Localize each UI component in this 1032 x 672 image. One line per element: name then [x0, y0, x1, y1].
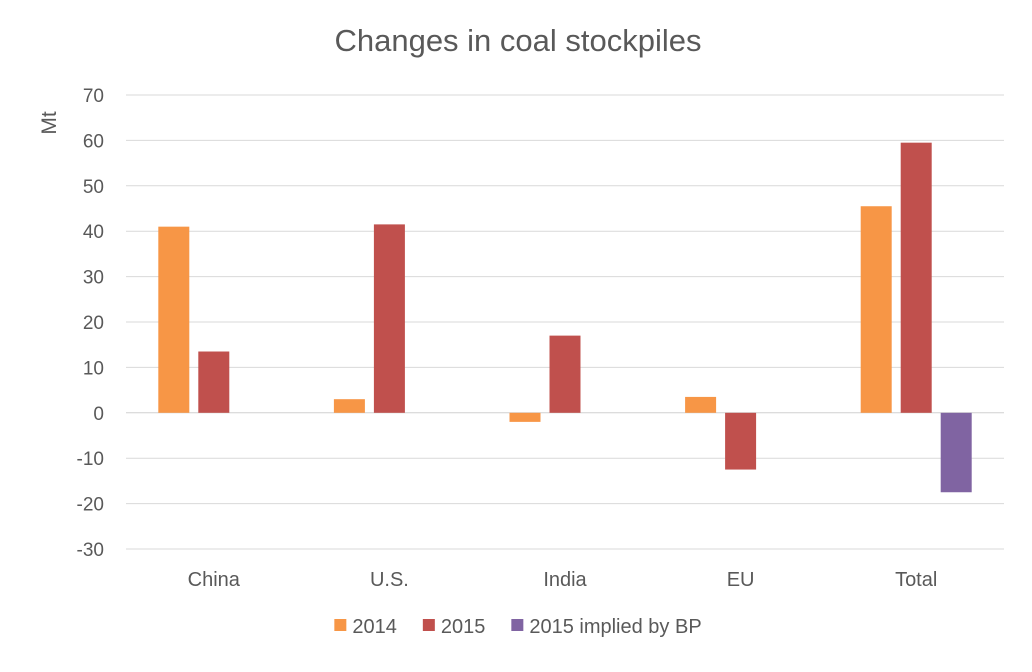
legend-label: 2014 — [352, 616, 397, 638]
y-tick-label: -10 — [77, 449, 104, 470]
bar-2014-eu — [685, 396, 717, 413]
bar-2015-eu — [725, 412, 757, 470]
y-tick-label: 50 — [83, 177, 104, 198]
y-tick-label: 10 — [83, 358, 104, 379]
legend-label: 2015 implied by BP — [529, 616, 701, 638]
y-tick-label: 0 — [93, 404, 104, 425]
x-tick-label: EU — [727, 569, 755, 591]
legend-swatch — [334, 619, 347, 631]
bar-2015-implied-by-bp-total — [940, 412, 972, 493]
bars — [158, 142, 972, 493]
legend: 2014 2015 2015 implied by BP — [334, 616, 702, 638]
legend-swatch — [422, 619, 435, 631]
bar-2015-total — [900, 142, 932, 413]
x-tick-label: India — [543, 569, 587, 591]
legend-label: 2015 — [441, 616, 486, 638]
y-tick-labels: -30 -20 -10 0 10 20 30 40 50 60 70 — [77, 86, 104, 561]
legend-item-2015-implied-by-bp: 2015 implied by BP — [511, 616, 702, 638]
bar-2015-india — [549, 335, 581, 413]
y-tick-label: 20 — [83, 313, 104, 334]
y-tick-label: 60 — [83, 131, 104, 152]
bar-2014-india — [509, 412, 541, 422]
bar-2014-china — [158, 226, 190, 413]
legend-item-2015: 2015 — [422, 616, 486, 638]
bar-2015-u-s- — [373, 224, 405, 413]
y-tick-label: -20 — [77, 495, 104, 516]
y-tick-label: 40 — [83, 222, 104, 243]
legend-item-2014: 2014 — [334, 616, 397, 638]
bar-2014-u-s- — [333, 399, 365, 413]
bar-2015-china — [198, 351, 230, 413]
chart-title: Changes in coal stockpiles — [334, 23, 701, 58]
x-tick-labels: China U.S. India EU Total — [188, 569, 938, 591]
y-tick-label: 70 — [83, 86, 104, 107]
bar-2014-total — [860, 206, 892, 413]
y-tick-label: 30 — [83, 268, 104, 289]
x-tick-label: China — [188, 569, 241, 591]
x-tick-label: Total — [895, 569, 937, 591]
legend-swatch — [511, 619, 524, 631]
y-axis-label: Mt — [38, 111, 61, 134]
x-tick-label: U.S. — [370, 569, 409, 591]
y-tick-label: -30 — [77, 540, 104, 561]
